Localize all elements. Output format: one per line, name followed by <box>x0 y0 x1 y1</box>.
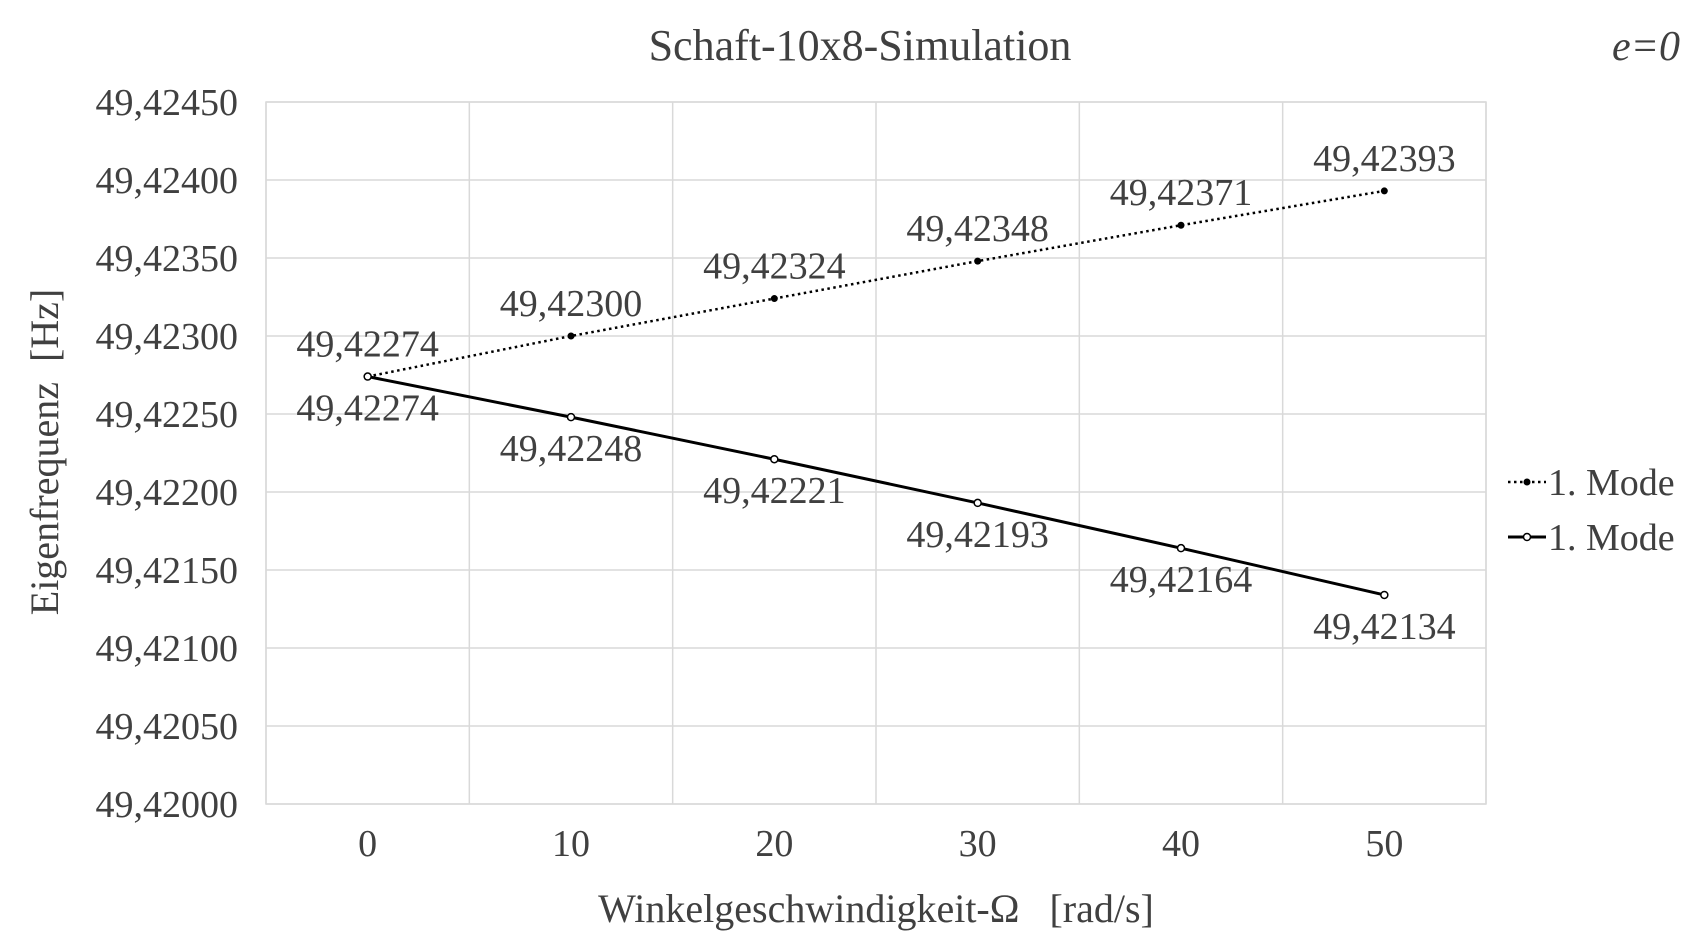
x-tick-label: 10 <box>552 823 590 865</box>
data-label: 49,42193 <box>906 514 1049 556</box>
data-label: 49,42300 <box>500 283 643 325</box>
legend-marker <box>1523 478 1531 486</box>
data-point <box>974 257 982 265</box>
y-tick-label: 49,42250 <box>96 394 239 436</box>
data-point <box>363 372 372 381</box>
data-point <box>770 454 779 464</box>
chart-title: Schaft-10x8-Simulation <box>649 21 1072 70</box>
data-point <box>1177 221 1185 229</box>
data-label: 49,42371 <box>1110 172 1253 214</box>
data-label: 49,42221 <box>703 470 846 512</box>
data-point <box>770 295 778 303</box>
data-label: 49,42164 <box>1110 559 1253 601</box>
data-label: 49,42134 <box>1313 606 1456 648</box>
data-label: 49,42274 <box>296 388 439 430</box>
x-axis: 0 10 20 30 40 50 <box>358 823 1403 865</box>
x-tick-label: 50 <box>1365 823 1403 865</box>
series-line-1 <box>367 189 1385 378</box>
x-tick-label: 0 <box>358 823 377 865</box>
data-label: 49,42274 <box>296 324 439 366</box>
data-point <box>567 332 575 340</box>
series-layer <box>363 187 1389 600</box>
data-labels: 49,42274 49,42300 49,42324 49,42348 49,42371… <box>296 138 1455 648</box>
y-tick-label: 49,42200 <box>96 472 239 514</box>
legend-label: 1. Mode <box>1548 517 1675 559</box>
legend-marker <box>1522 532 1532 542</box>
x-tick-label: 40 <box>1162 823 1200 865</box>
y-axis-title: Eigenfrequenz [Hz] <box>22 289 67 615</box>
data-label: 49,42248 <box>500 428 643 470</box>
y-tick-label: 49,42150 <box>96 550 239 592</box>
y-tick-label: 49,42350 <box>96 238 239 280</box>
corner-label: e=0 <box>1612 24 1680 70</box>
y-tick-label: 49,42450 <box>96 82 239 124</box>
data-label: 49,42324 <box>703 246 846 288</box>
x-axis-title: Winkelgeschwindigkeit-Ω [rad/s] <box>598 886 1154 931</box>
x-tick-label: 30 <box>959 823 997 865</box>
y-tick-label: 49,42300 <box>96 316 239 358</box>
data-label: 49,42348 <box>906 208 1049 250</box>
legend-label: 1. Mode <box>1548 462 1675 504</box>
legend: 1. Mode 1. Mode <box>1508 462 1675 559</box>
y-tick-label: 49,42400 <box>96 160 239 202</box>
y-tick-label: 49,42050 <box>96 706 239 748</box>
plot-area <box>265 101 1487 805</box>
data-label: 49,42393 <box>1313 138 1456 180</box>
data-point <box>973 498 982 508</box>
data-point <box>1380 590 1389 600</box>
data-point <box>1176 543 1186 553</box>
x-tick-label: 20 <box>755 823 793 865</box>
series-line-2 <box>367 375 1385 597</box>
data-point <box>566 412 576 422</box>
y-tick-label: 49,42100 <box>96 628 239 670</box>
y-tick-label: 49,42000 <box>96 784 239 826</box>
y-axis: 49,42000 49,42050 49,42100 49,42150 49,42200… <box>96 82 239 826</box>
data-point <box>1380 187 1388 195</box>
